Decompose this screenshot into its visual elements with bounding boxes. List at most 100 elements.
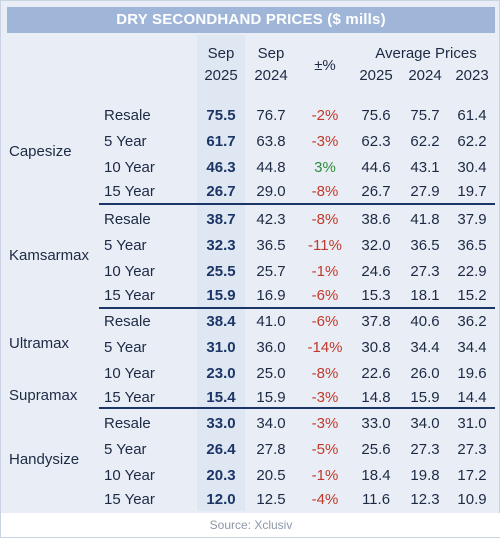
- header-sep2025-line1: Sep: [207, 45, 235, 62]
- cell-avg2023: 37.9: [457, 211, 487, 228]
- cell-avg2025: 14.8: [361, 389, 391, 406]
- row-label: 10 Year: [104, 467, 155, 484]
- cell-sep2024: 34.0: [256, 415, 286, 432]
- cell-sep2024: 25.7: [256, 263, 286, 280]
- row-label: 5 Year: [104, 339, 147, 356]
- cell-avg2025: 30.8: [361, 339, 391, 356]
- header-average-prices: Average Prices: [375, 45, 477, 62]
- table-row: 15 Year 15.9 16.9 -6% 15.3 18.1 15.2: [1, 284, 500, 308]
- row-label: 5 Year: [104, 133, 147, 150]
- cell-avg2025: 22.6: [361, 365, 391, 382]
- row-label: 15 Year: [104, 389, 155, 406]
- row-label: Resale: [104, 415, 151, 432]
- cell-avg2023: 15.2: [457, 287, 487, 304]
- cell-change: 3%: [314, 159, 336, 176]
- cell-sep2024: 41.0: [256, 313, 286, 330]
- cell-change: -11%: [308, 237, 342, 254]
- cell-avg2024: 40.6: [410, 313, 440, 330]
- cell-sep2024: 76.7: [256, 107, 286, 124]
- cell-change: -14%: [307, 339, 343, 356]
- cell-avg2023: 36.2: [457, 313, 487, 330]
- row-label: 10 Year: [104, 159, 155, 176]
- cell-avg2025: 37.8: [361, 313, 391, 330]
- row-label: 15 Year: [104, 287, 155, 304]
- table-row: 10 Year 25.5 25.7 -1% 24.6 27.3 22.9: [1, 260, 500, 284]
- cell-sep2024: 12.5: [256, 491, 286, 508]
- group-label-capesize: Capesize: [9, 143, 72, 160]
- cell-avg2025: 33.0: [361, 415, 391, 432]
- cell-avg2025: 38.6: [361, 211, 391, 228]
- cell-sep2024: 27.8: [256, 441, 286, 458]
- cell-sep2025: 15.4: [206, 389, 236, 406]
- row-label: 10 Year: [104, 365, 155, 382]
- table-row: 5 Year 32.3 36.5 -11% 32.0 36.5 36.5: [1, 234, 500, 258]
- group-label-handysize: Handysize: [9, 451, 80, 468]
- row-label: Resale: [104, 211, 151, 228]
- row-label: 15 Year: [104, 183, 155, 200]
- group-divider: [99, 407, 495, 409]
- cell-change: -6%: [311, 313, 339, 330]
- cell-sep2025: 32.3: [206, 237, 236, 254]
- table-row: Resale 38.7 42.3 -8% 38.6 41.8 37.9: [1, 208, 500, 232]
- table-row: 15 Year 15.4 15.9 -3% 14.8 15.9 14.4: [1, 386, 500, 410]
- cell-sep2025: 15.9: [206, 287, 236, 304]
- cell-avg2023: 62.2: [457, 133, 487, 150]
- header-avg2023: 2023: [455, 67, 489, 84]
- cell-change: -6%: [311, 287, 339, 304]
- cell-avg2023: 19.6: [457, 365, 487, 382]
- cell-avg2023: 27.3: [457, 441, 487, 458]
- cell-change: -1%: [311, 263, 339, 280]
- table-row: 10 Year 46.3 44.8 3% 44.6 43.1 30.4: [1, 156, 500, 180]
- cell-sep2024: 16.9: [256, 287, 286, 304]
- cell-sep2025: 38.4: [206, 313, 236, 330]
- cell-sep2025: 25.5: [206, 263, 236, 280]
- cell-change: -2%: [311, 107, 339, 124]
- cell-avg2025: 15.3: [361, 287, 391, 304]
- cell-sep2024: 36.0: [256, 339, 286, 356]
- cell-change: -3%: [311, 415, 339, 432]
- row-label: 5 Year: [104, 237, 147, 254]
- cell-change: -8%: [311, 183, 339, 200]
- cell-sep2024: 25.0: [256, 365, 286, 382]
- row-label: Resale: [104, 313, 151, 330]
- cell-avg2024: 15.9: [410, 389, 440, 406]
- cell-avg2025: 32.0: [361, 237, 391, 254]
- cell-sep2024: 36.5: [256, 237, 286, 254]
- header-sep2024-line1: Sep: [257, 45, 285, 62]
- cell-sep2025: 31.0: [206, 339, 236, 356]
- group-label-kamsarmax: Kamsarmax: [9, 247, 90, 264]
- sep-2025-column-highlight: [197, 35, 245, 511]
- cell-avg2025: 62.3: [361, 133, 391, 150]
- cell-avg2024: 27.3: [410, 441, 440, 458]
- cell-sep2024: 44.8: [256, 159, 286, 176]
- table-title: DRY SECONDHAND PRICES ($ mills): [7, 7, 495, 33]
- cell-avg2024: 41.8: [410, 211, 440, 228]
- cell-sep2025: 26.4: [206, 441, 236, 458]
- table-row: 15 Year 26.7 29.0 -8% 26.7 27.9 19.7: [1, 180, 500, 204]
- cell-avg2023: 17.2: [457, 467, 487, 484]
- cell-change: -4%: [311, 491, 339, 508]
- cell-avg2024: 34.4: [410, 339, 440, 356]
- cell-sep2025: 23.0: [206, 365, 236, 382]
- cell-avg2024: 75.7: [410, 107, 440, 124]
- cell-sep2025: 38.7: [206, 211, 236, 228]
- cell-sep2024: 29.0: [256, 183, 286, 200]
- cell-sep2024: 15.9: [256, 389, 286, 406]
- cell-sep2025: 75.5: [206, 107, 236, 124]
- table-row: 5 Year 26.4 27.8 -5% 25.6 27.3 27.3: [1, 438, 500, 462]
- cell-avg2025: 26.7: [361, 183, 391, 200]
- cell-sep2025: 12.0: [206, 491, 236, 508]
- group-divider: [99, 307, 495, 309]
- header-avg2024: 2024: [408, 67, 442, 84]
- group-label-supramax: Supramax: [9, 387, 78, 404]
- cell-avg2025: 44.6: [361, 159, 391, 176]
- cell-avg2024: 36.5: [410, 237, 440, 254]
- header-avg2025: 2025: [359, 67, 393, 84]
- cell-avg2025: 25.6: [361, 441, 391, 458]
- cell-avg2023: 61.4: [457, 107, 487, 124]
- cell-avg2024: 27.3: [410, 263, 440, 280]
- cell-avg2025: 24.6: [361, 263, 391, 280]
- cell-avg2023: 19.7: [457, 183, 487, 200]
- cell-change: -8%: [311, 211, 339, 228]
